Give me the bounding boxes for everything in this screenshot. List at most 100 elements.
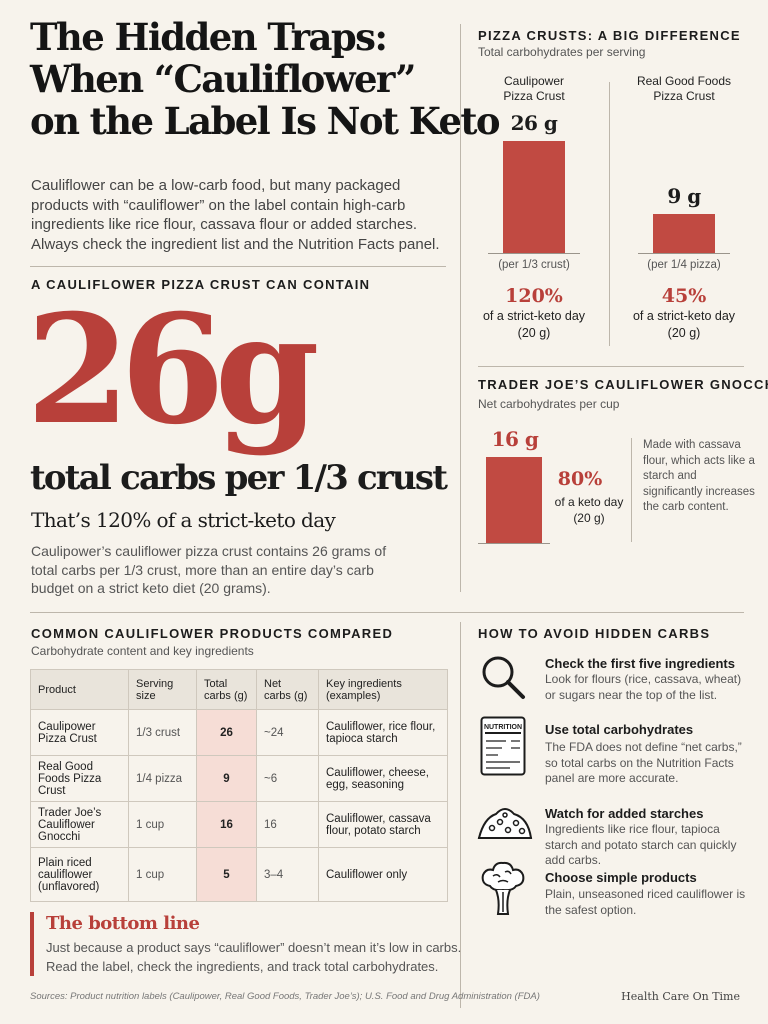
divider-middle xyxy=(30,612,744,613)
divider-left-1 xyxy=(30,266,446,267)
gnocchi-value-label: 16 g xyxy=(491,427,539,451)
pizza-col1-label: Caulipower Pizza Crust xyxy=(464,74,604,104)
pizza-col1-name-2: Pizza Crust xyxy=(503,89,565,103)
nutrition-label-icon: NUTRITION xyxy=(480,716,526,776)
cell-product: Trader Joe’s Cauliflower Gnocchi xyxy=(30,801,129,848)
pizza-chart-divider xyxy=(609,82,610,346)
pizza-col2-pct-desc-1: of a strict-keto day xyxy=(632,309,736,323)
header-ingredients: Key ingredients (examples) xyxy=(318,669,448,710)
table-row: Trader Joe’s Cauliflower Gnocchi 1 cup 1… xyxy=(30,801,448,848)
gnocchi-bar xyxy=(486,457,542,543)
highlight-subtitle: total carbs per 1/3 crust xyxy=(30,458,448,498)
tip-4-title: Choose simple products xyxy=(545,870,697,885)
cell-total-carbs: 9 xyxy=(196,755,257,802)
cell-net-carbs: ~24 xyxy=(256,709,319,756)
pizza-col2-name-1: Real Good Foods xyxy=(636,74,732,88)
pizza-col1-pct-desc-1: of a strict-keto day xyxy=(482,309,586,323)
bottom-line-text: Just because a product says “cauliflower… xyxy=(46,940,462,974)
gnocchi-pct: 80% xyxy=(557,468,603,490)
gnocchi-baseline xyxy=(478,543,550,544)
tip-3-body: Ingredients like rice flour, tapioca sta… xyxy=(545,822,737,867)
tip-3-title: Watch for added starches xyxy=(545,806,704,821)
cell-ingredients: Cauliflower, cheese, egg, seasoning xyxy=(318,755,448,802)
divider-right-1 xyxy=(478,366,744,367)
pizza-col2-pct-desc: of a strict-keto day (20 g) xyxy=(614,308,754,342)
cell-net-carbs: ~6 xyxy=(256,755,319,802)
header-serving: Serving size xyxy=(128,669,197,710)
pizza-col2-baseline xyxy=(638,253,730,254)
cell-ingredients: Cauliflower, rice flour, tapioca starch xyxy=(318,709,448,756)
table-header-row: Product Serving size Total carbs (g) Net… xyxy=(30,669,448,710)
cell-product: Real Good Foods Pizza Crust xyxy=(30,755,129,802)
pizza-col2-value-label: 9 g xyxy=(667,184,701,208)
intro-paragraph: Cauliflower can be a low-carb food, but … xyxy=(31,177,440,253)
cell-product: Plain riced cauliflower (unflavored) xyxy=(30,847,129,902)
highlight-subtitle-2: That’s 120% of a strict-keto day xyxy=(31,508,336,532)
cell-total-carbs: 5 xyxy=(196,847,257,902)
column-divider-top xyxy=(460,24,461,592)
title-line-1: The Hidden Traps: xyxy=(30,15,388,59)
brand-name: Health Care On Time xyxy=(621,990,740,1003)
cell-serving: 1 cup xyxy=(128,847,197,902)
table-row: Real Good Foods Pizza Crust 1/4 pizza 9 … xyxy=(30,755,448,802)
pizza-col2-name-2: Pizza Crust xyxy=(653,89,715,103)
pizza-col1-serving: (per 1/3 crust) xyxy=(498,259,570,271)
nutrition-label-text: NUTRITION xyxy=(484,724,522,731)
column-divider-bottom xyxy=(460,622,461,1008)
cell-serving: 1/4 pizza xyxy=(128,755,197,802)
cell-serving: 1 cup xyxy=(128,801,197,848)
title-line-2: When “Cauliflower” xyxy=(30,57,416,101)
cell-net-carbs: 3–4 xyxy=(256,847,319,902)
highlight-description: Caulipower’s cauliflower pizza crust con… xyxy=(31,543,387,596)
magnifier-icon xyxy=(482,656,525,699)
header-total-carbs: Total carbs (g) xyxy=(196,669,257,710)
cell-product: Caulipower Pizza Crust xyxy=(30,709,129,756)
pizza-col1-pct-desc: of a strict-keto day (20 g) xyxy=(464,308,604,342)
highlight-number: 26g xyxy=(26,282,320,458)
cell-ingredients: Cauliflower, cassava flour, potato starc… xyxy=(318,801,448,848)
comparison-table: Product Serving size Total carbs (g) Net… xyxy=(30,669,448,902)
table-subtitle: Carbohydrate content and key ingredients xyxy=(31,644,254,658)
pizza-col2-pct-desc-2: (20 g) xyxy=(667,326,701,340)
header-product: Product xyxy=(30,669,129,710)
tip-2-title: Use total carbohydrates xyxy=(545,722,694,737)
bottom-line-title: The bottom line xyxy=(46,913,200,934)
gnocchi-pct-desc: of a keto day (20 g) xyxy=(548,494,630,526)
gnocchi-pct-desc-2: (20 g) xyxy=(573,511,605,525)
pizza-col1-baseline xyxy=(488,253,580,254)
cell-ingredients: Cauliflower only xyxy=(318,847,448,902)
gnocchi-pct-desc-1: of a keto day xyxy=(554,495,624,509)
table-row: Plain riced cauliflower (unflavored) 1 c… xyxy=(30,847,448,902)
tip-2-body: The FDA does not define “net carbs,” so … xyxy=(545,740,742,785)
sources: Sources: Product nutrition labels (Cauli… xyxy=(30,991,540,1002)
cauliflower-icon xyxy=(481,861,525,915)
pizza-chart-title: PIZZA CRUSTS: A BIG DIFFERENCE xyxy=(478,28,741,43)
tip-1-body: Look for flours (rice, cassava, wheat) o… xyxy=(545,672,742,702)
pizza-col1-value-label: 26 g xyxy=(510,111,558,135)
cell-serving: 1/3 crust xyxy=(128,709,197,756)
table-row: Caulipower Pizza Crust 1/3 crust 26 ~24 … xyxy=(30,709,448,756)
pizza-chart-subtitle: Total carbohydrates per serving xyxy=(478,45,646,59)
starch-pile-icon xyxy=(477,808,533,839)
howto-title: HOW TO AVOID HIDDEN CARBS xyxy=(478,626,711,641)
pizza-bar-caulipower xyxy=(503,141,565,253)
cell-total-carbs: 26 xyxy=(196,709,257,756)
pizza-col2-label: Real Good Foods Pizza Crust xyxy=(614,74,754,104)
tip-4-body: Plain, unseasoned riced cauliflower is t… xyxy=(545,887,746,917)
cell-total-carbs: 16 xyxy=(196,801,257,848)
pizza-col2-pct: 45% xyxy=(661,285,707,307)
title-line-3: on the Label Is Not Keto xyxy=(30,99,501,143)
page-title: The Hidden Traps: When “Cauliflower” on … xyxy=(30,15,501,143)
highlight-kicker: A CAULIFLOWER PIZZA CRUST CAN CONTAIN xyxy=(31,277,371,292)
pizza-col1-pct: 120% xyxy=(505,285,563,307)
gnocchi-note-divider xyxy=(631,438,632,542)
pizza-col2-serving: (per 1/4 pizza) xyxy=(647,259,721,271)
gnocchi-title: TRADER JOE’S CAULIFLOWER GNOCCHI xyxy=(478,377,768,392)
pizza-col1-name-1: Caulipower xyxy=(503,74,565,88)
bottom-line-accent xyxy=(30,912,34,976)
tip-1-title: Check the first five ingredients xyxy=(545,656,735,671)
header-net-carbs: Net carbs (g) xyxy=(256,669,319,710)
pizza-bar-real-good-foods xyxy=(653,214,715,253)
gnocchi-note: Made with cassava flour, which acts like… xyxy=(643,439,755,513)
gnocchi-subtitle: Net carbohydrates per cup xyxy=(478,397,620,411)
